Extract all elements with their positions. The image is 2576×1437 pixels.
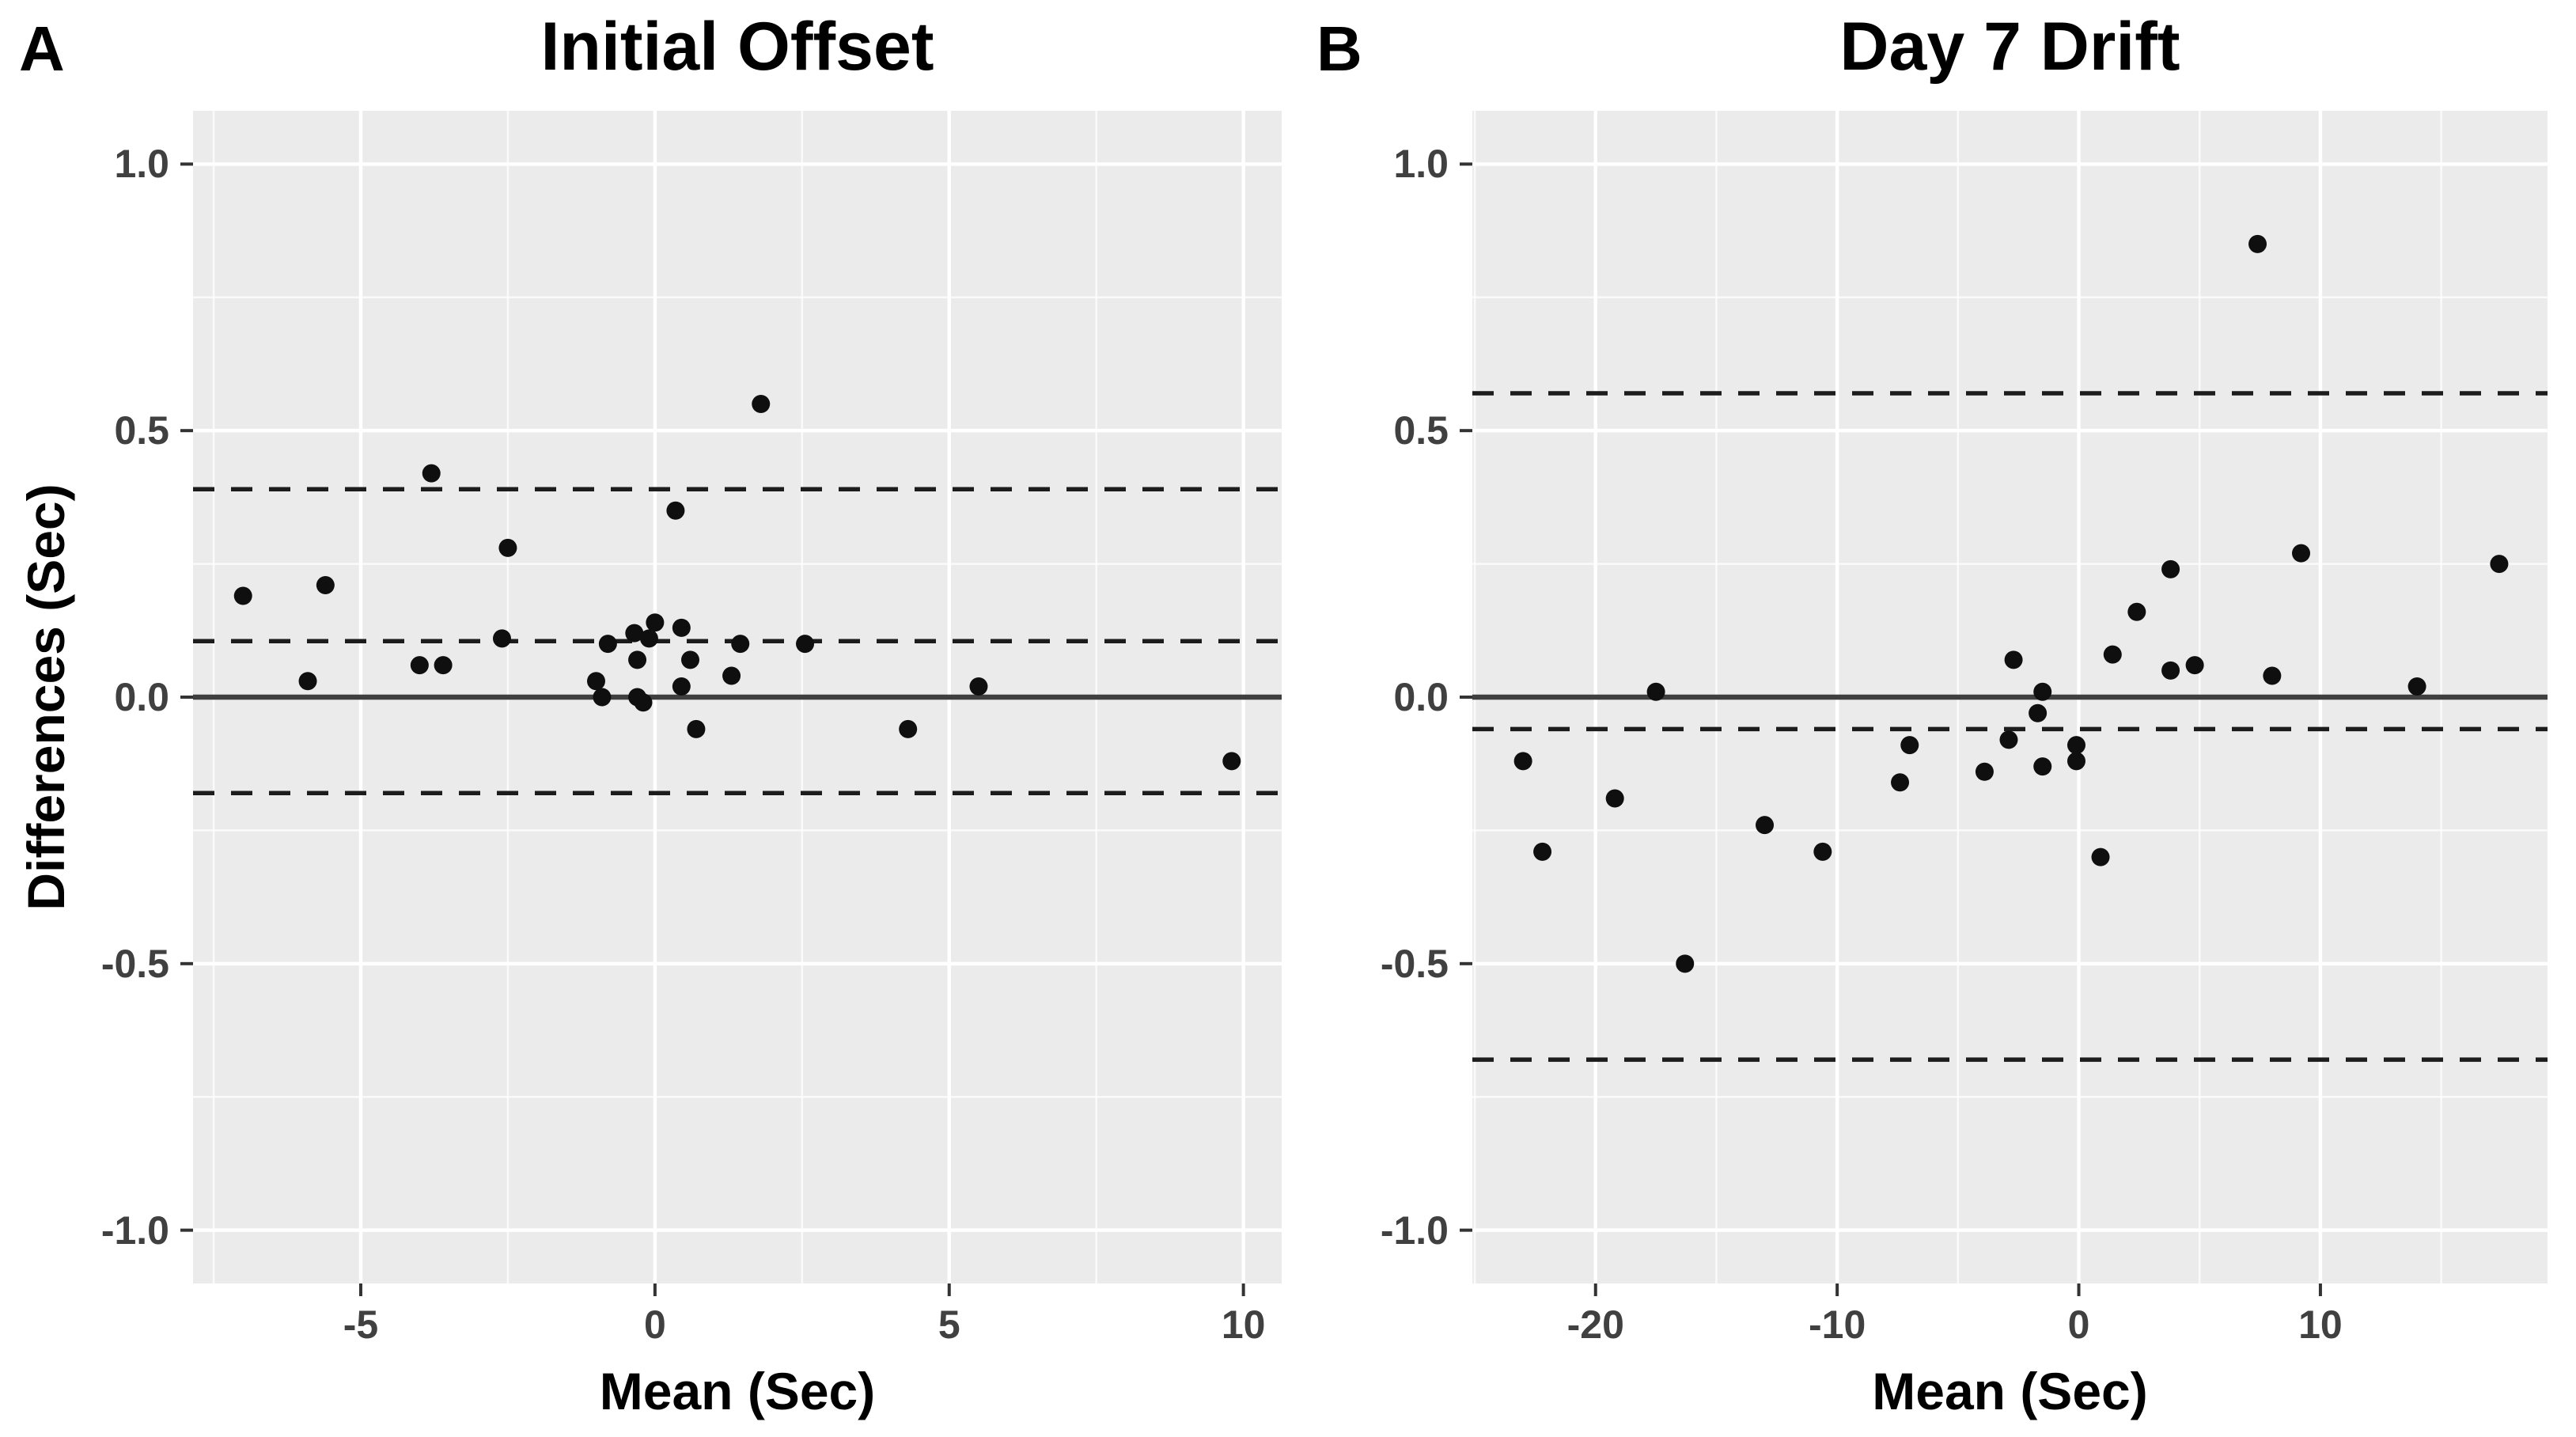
data-point	[1813, 842, 1832, 861]
data-point	[1533, 842, 1552, 861]
y-tick-label: -1.0	[1380, 1208, 1449, 1253]
y-tick-label: 0.5	[1393, 408, 1449, 453]
y-axis-title: Differences (Sec)	[17, 483, 75, 911]
data-point	[2407, 677, 2426, 696]
data-point	[2185, 656, 2204, 675]
data-point	[2291, 544, 2310, 563]
x-tick-label: -5	[343, 1302, 379, 1347]
panel-b-letter: B	[1316, 13, 1362, 84]
data-point	[2490, 555, 2509, 574]
data-point	[666, 501, 685, 520]
data-point	[899, 719, 918, 738]
data-point	[628, 650, 647, 669]
y-tick-label: -0.5	[1380, 941, 1449, 986]
y-tick-label: 0.0	[114, 675, 169, 719]
data-point	[2033, 757, 2052, 776]
data-point	[1513, 752, 1532, 771]
data-point	[2033, 682, 2052, 701]
data-point	[731, 635, 750, 654]
x-axis-title-b: Mean (Sec)	[1872, 1362, 2148, 1420]
x-tick-label: 0	[2067, 1302, 2090, 1347]
data-point	[1222, 752, 1241, 771]
data-point	[625, 624, 644, 643]
data-point	[796, 635, 815, 654]
data-point	[598, 635, 617, 654]
x-tick-label: -10	[1809, 1302, 1866, 1347]
data-point	[722, 666, 741, 685]
data-point	[687, 719, 706, 738]
data-point	[316, 576, 335, 595]
data-point	[2004, 650, 2023, 669]
data-point	[969, 677, 988, 696]
panel-b-plot-area	[1460, 111, 2548, 1296]
data-point	[2066, 736, 2085, 755]
panel-a-title: Initial Offset	[540, 9, 934, 85]
data-point	[593, 688, 612, 707]
data-point	[2127, 602, 2146, 621]
y-tick-label: 1.0	[114, 142, 169, 187]
data-point	[646, 613, 665, 632]
data-point	[1676, 954, 1695, 973]
data-point	[672, 677, 691, 696]
data-point	[2029, 703, 2048, 722]
data-point	[2263, 666, 2282, 685]
data-point	[498, 538, 517, 557]
y-tick-label: 0.5	[114, 408, 169, 453]
y-tick-label: -0.5	[100, 941, 169, 986]
data-point	[2161, 661, 2180, 680]
data-point	[1605, 789, 1624, 808]
x-axis-title-a: Mean (Sec)	[599, 1362, 876, 1420]
data-point	[492, 629, 511, 648]
x-tick-label: -20	[1566, 1302, 1624, 1347]
data-point	[1756, 816, 1775, 835]
panel-b-title: Day 7 Drift	[1839, 9, 2180, 85]
x-tick-label: 10	[1221, 1302, 1266, 1347]
data-point	[2161, 559, 2180, 578]
data-point	[680, 650, 699, 669]
panel-a-letter: A	[19, 13, 65, 84]
data-point	[2248, 234, 2267, 253]
data-point	[752, 395, 771, 413]
data-point	[2066, 752, 2085, 771]
data-point	[586, 672, 605, 691]
panel-a-plot-area	[180, 111, 1282, 1296]
x-tick-label: 5	[938, 1302, 960, 1347]
data-point	[1646, 682, 1665, 701]
data-point	[298, 672, 317, 691]
data-point	[1891, 773, 1910, 792]
data-point	[422, 464, 441, 483]
data-point	[1999, 730, 2018, 749]
data-point	[634, 693, 653, 712]
y-tick-label: 1.0	[1393, 142, 1449, 187]
data-point	[672, 618, 691, 637]
data-point	[2091, 847, 2110, 866]
y-tick-label: 0.0	[1393, 675, 1449, 719]
data-point	[434, 656, 453, 675]
y-tick-label: -1.0	[100, 1208, 169, 1253]
data-point	[1900, 736, 1919, 755]
x-tick-label: 10	[2298, 1302, 2343, 1347]
data-point	[410, 656, 429, 675]
data-point	[639, 629, 658, 648]
data-point	[1975, 762, 1994, 781]
data-point	[2103, 645, 2122, 664]
data-point	[233, 586, 252, 605]
x-tick-label: 0	[643, 1302, 666, 1347]
